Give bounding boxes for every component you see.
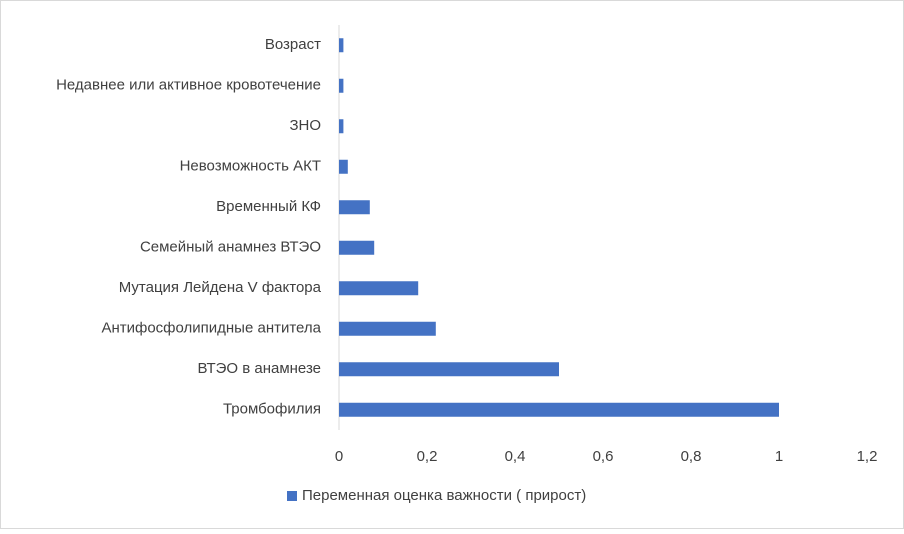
y-tick-label: ЗНО	[289, 117, 321, 134]
bar	[339, 362, 559, 377]
y-tick-label: Невозможность АКТ	[180, 158, 321, 175]
x-tick-label: 0,6	[593, 448, 614, 465]
x-tick-label: 1,2	[857, 448, 878, 465]
bar	[339, 240, 375, 255]
x-tick-label: 1	[775, 448, 783, 465]
bar	[339, 200, 370, 215]
y-tick-label: Мутация Лейдена V фактора	[119, 279, 322, 296]
bar	[339, 321, 436, 336]
x-tick-label: 0	[335, 448, 343, 465]
bar	[339, 402, 779, 417]
bar	[339, 159, 348, 174]
y-tick-label: Семейный анамнез ВТЭО	[140, 239, 321, 256]
y-tick-label: Тромбофилия	[223, 401, 321, 418]
x-tick-label: 0,4	[505, 448, 526, 465]
x-tick-label: 0,8	[681, 448, 702, 465]
y-tick-label: ВТЭО в анамнезе	[197, 360, 321, 377]
y-tick-label: Временный КФ	[216, 198, 321, 215]
bar	[339, 78, 344, 93]
bar	[339, 38, 344, 53]
legend-label: Переменная оценка важности ( прирост)	[302, 487, 586, 504]
x-tick-label: 0,2	[417, 448, 438, 465]
y-tick-label: Антифосфолипидные антитела	[101, 320, 321, 337]
bar	[339, 281, 419, 296]
y-tick-label: Недавнее или активное кровотечение	[56, 77, 321, 94]
bar	[339, 119, 344, 134]
y-tick-label: Возраст	[265, 36, 321, 53]
legend-swatch	[287, 491, 297, 501]
